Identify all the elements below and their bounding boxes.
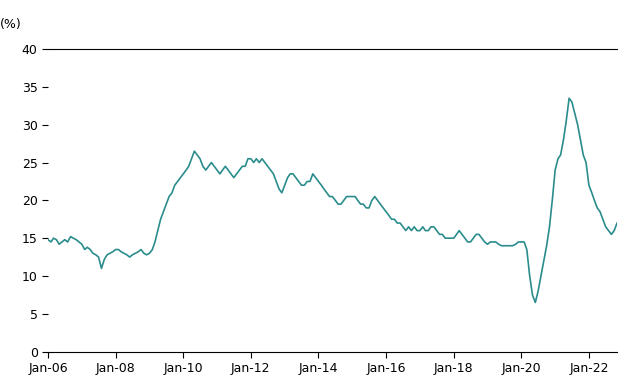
Text: (%): (%)	[0, 18, 21, 31]
